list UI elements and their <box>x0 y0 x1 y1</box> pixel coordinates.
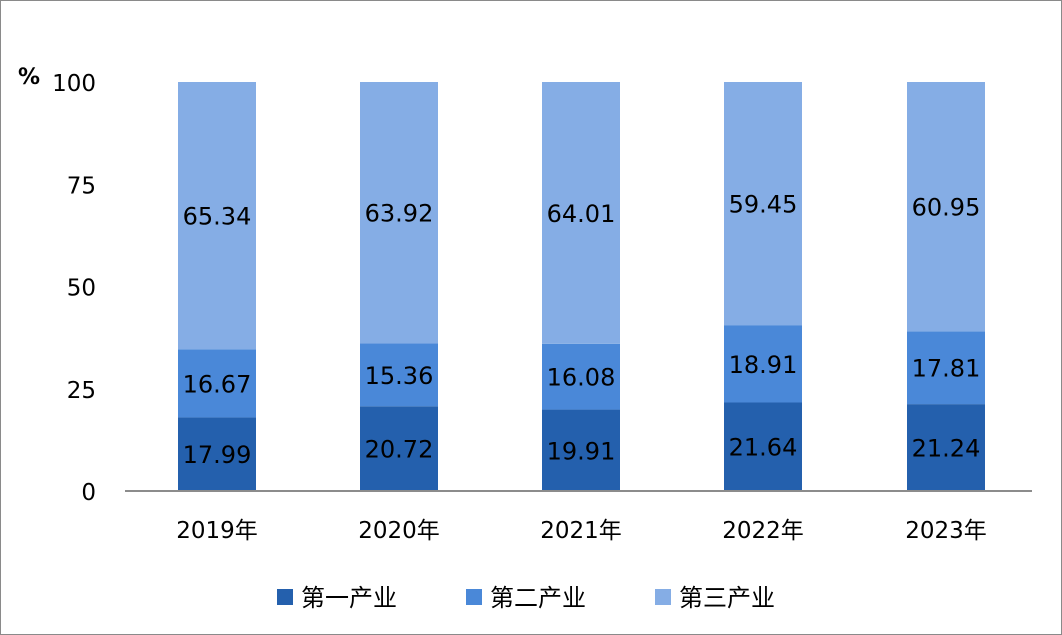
data-label: 63.92 <box>365 200 434 228</box>
y-axis: 0 25 50 75 100 <box>52 71 96 506</box>
data-label: 17.99 <box>183 441 252 469</box>
bar-segment <box>907 331 985 405</box>
x-axis: 2019年 2020年 2021年 2022年 2023年 <box>176 518 987 544</box>
y-axis-unit: % <box>18 65 40 90</box>
bar-segment <box>178 349 256 418</box>
bar-segment <box>724 325 802 403</box>
bar-segment <box>360 406 438 491</box>
x-tick-label: 2021年 <box>540 518 622 544</box>
y-tick-label: 25 <box>67 378 96 404</box>
data-label: 20.72 <box>365 436 434 464</box>
legend-label: 第一产业 <box>301 584 397 612</box>
data-label: 60.95 <box>912 194 981 222</box>
data-label: 65.34 <box>183 203 252 231</box>
bar-segment <box>360 343 438 407</box>
x-tick-label: 2022年 <box>722 518 804 544</box>
y-tick-label: 100 <box>52 71 96 97</box>
bar-segment <box>907 404 985 491</box>
bar-segment <box>724 402 802 491</box>
legend-swatch <box>655 589 671 605</box>
data-label: 21.24 <box>912 435 981 463</box>
data-label: 19.91 <box>547 437 616 465</box>
bar-segment <box>542 82 620 344</box>
legend-label: 第三产业 <box>679 584 775 612</box>
bar-segment <box>542 343 620 410</box>
data-label: 17.81 <box>912 355 981 383</box>
x-tick-label: 2023年 <box>905 518 987 544</box>
y-tick-label: 0 <box>81 480 96 506</box>
bar-segment <box>542 409 620 491</box>
legend-swatch <box>466 589 482 605</box>
bar-segment <box>360 82 438 344</box>
bar-segment <box>724 82 802 326</box>
data-label: 18.91 <box>729 351 798 379</box>
bar-segment <box>178 82 256 350</box>
x-tick-label: 2019年 <box>176 518 258 544</box>
x-tick-label: 2020年 <box>358 518 440 544</box>
data-label: 64.01 <box>547 200 616 228</box>
data-label: 21.64 <box>729 434 798 462</box>
legend-swatch <box>277 589 293 605</box>
legend-label: 第二产业 <box>490 584 586 612</box>
plot-area: 17.99 16.67 65.34 20.72 15.36 63.92 19.91 16.08… <box>178 82 985 491</box>
bar-segment <box>178 417 256 491</box>
y-tick-label: 75 <box>67 173 96 199</box>
bar-segment <box>907 82 985 332</box>
legend: 第一产业 第二产业 第三产业 <box>277 584 775 612</box>
y-tick-label: 50 <box>67 276 96 302</box>
data-label: 16.67 <box>183 370 252 398</box>
data-label: 16.08 <box>547 364 616 392</box>
data-label: 15.36 <box>365 362 434 390</box>
data-label: 59.45 <box>729 191 798 219</box>
